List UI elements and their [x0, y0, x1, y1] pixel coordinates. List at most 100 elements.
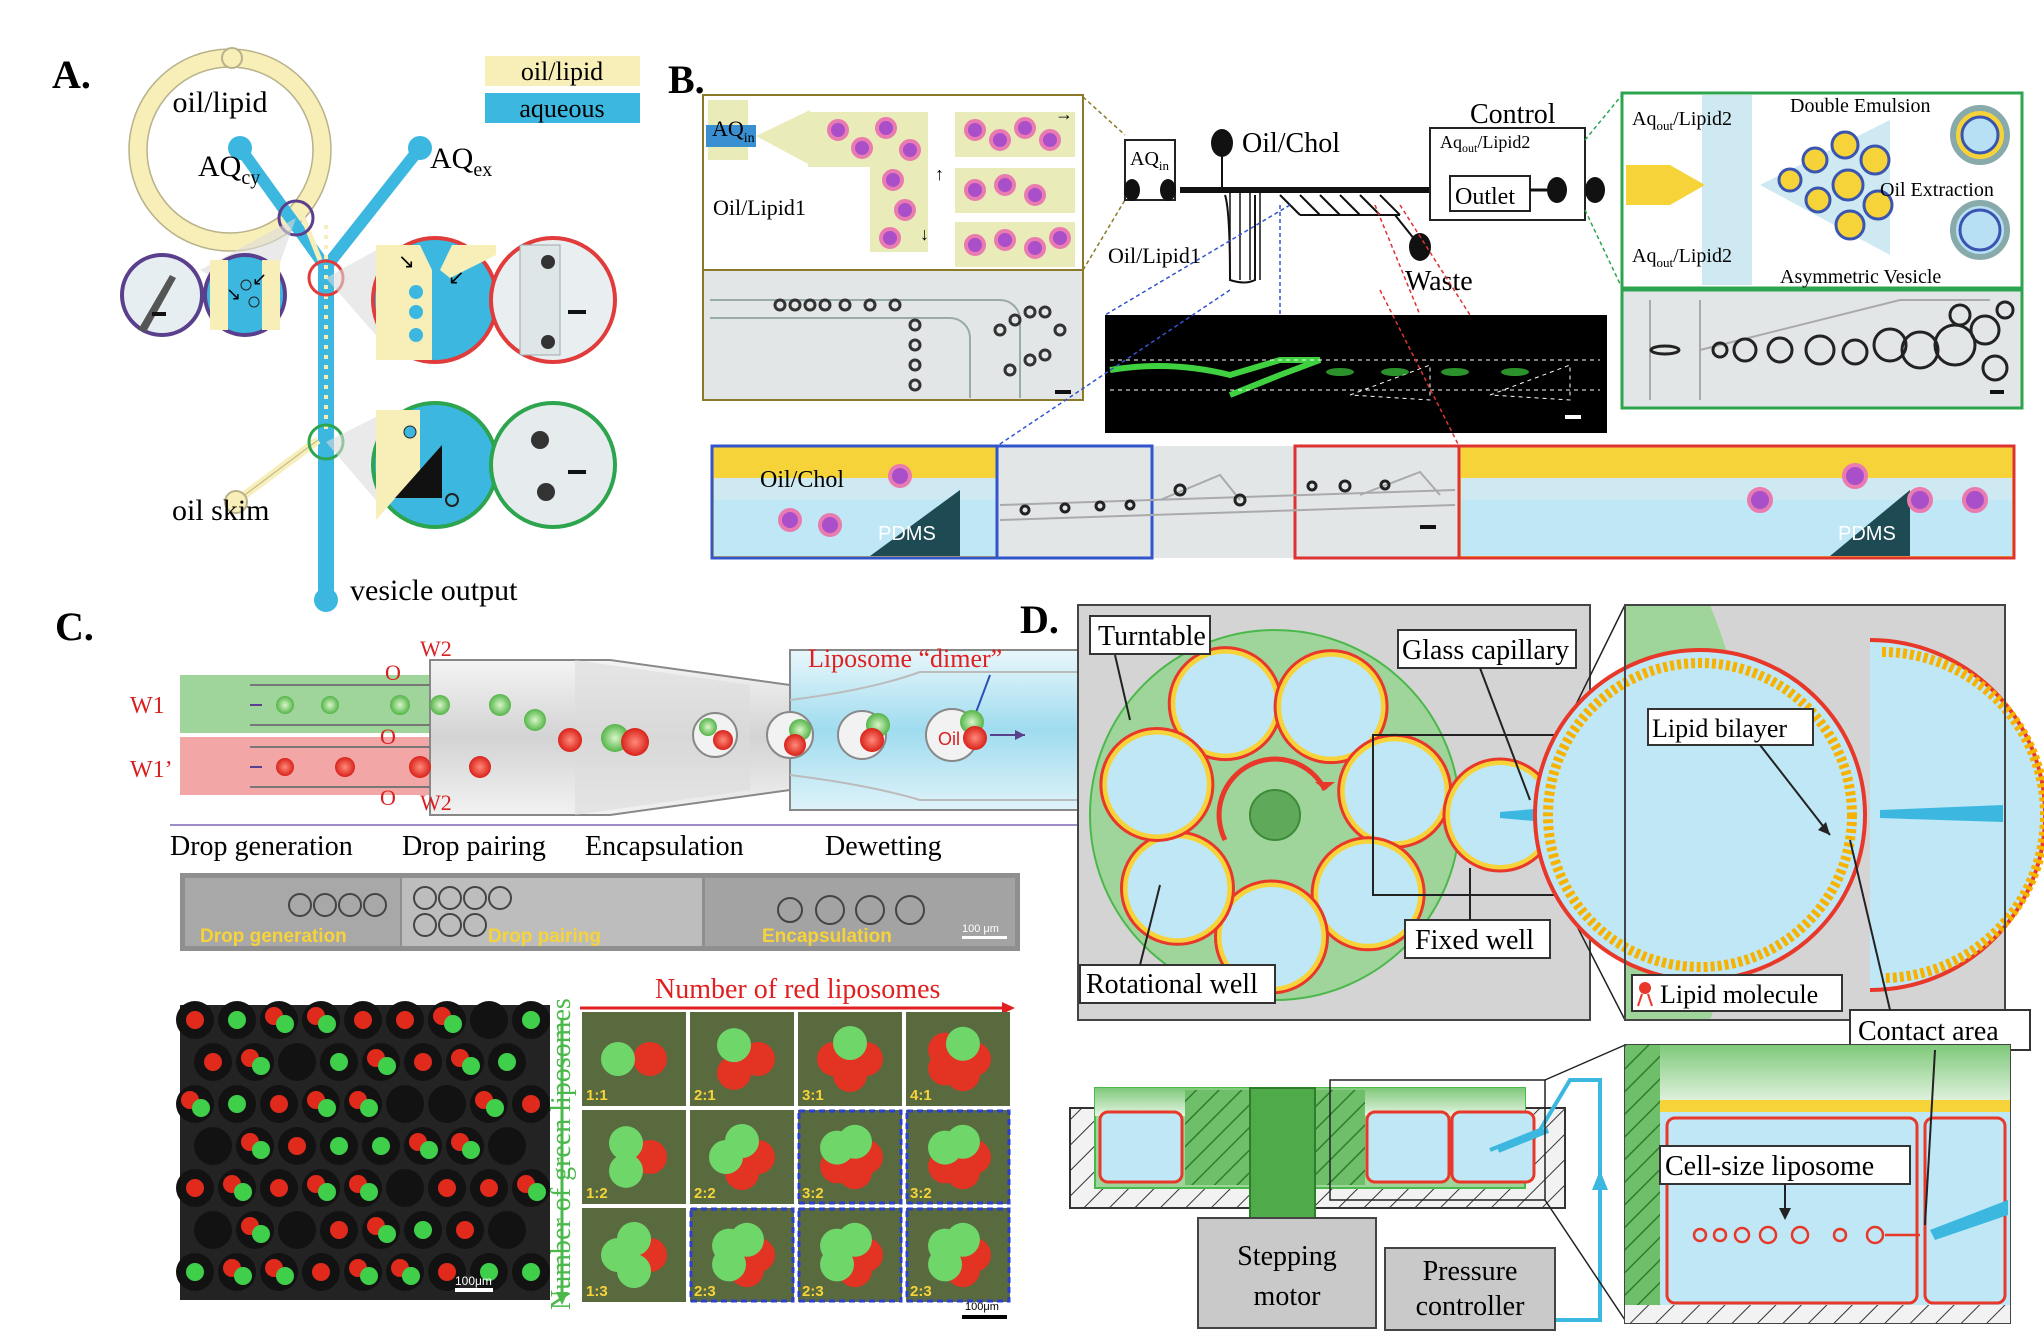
ratio-label: 2:3	[802, 1283, 824, 1300]
aq-ex-channel	[324, 142, 426, 268]
aq-cy-inlet	[228, 136, 252, 160]
c-photo-scale: 100 μm	[962, 923, 999, 935]
b-oil-chol-label: Oil/Chol	[1242, 128, 1340, 159]
d-cell-size-liposomes	[1692, 1225, 1920, 1245]
panel-b: B. AQin Oil/Lipid1 → ↑ ↓	[668, 57, 2024, 560]
c-w1-label: W1	[130, 693, 165, 719]
panel-a-letter: A.	[52, 52, 91, 97]
ratio-label: 2:1	[694, 1087, 716, 1104]
d-rotational-wells	[1099, 646, 1453, 995]
c-w1-prime-label: W1’	[130, 757, 173, 783]
c-w2-bottom: W2	[420, 790, 452, 815]
zoom-green-photo	[489, 401, 617, 529]
c-oil-label: Oil	[938, 729, 960, 749]
d-stepping-motor	[1197, 1217, 1377, 1329]
d-pressure-controller	[1384, 1247, 1556, 1331]
b-bottom-oil-chol: Oil/Chol	[760, 467, 844, 493]
b-chip-aq-in: AQin	[1130, 148, 1170, 173]
svg-text:↘: ↘	[398, 251, 415, 273]
label-oil-skim: oil skim	[172, 494, 270, 527]
panel-d: D. Turntable Glass capillary Rotational …	[1020, 597, 2044, 1331]
d-glass-capillary-label: Glass capillary	[1402, 635, 1569, 666]
zoom-marker-purple	[277, 199, 315, 237]
label-oil-lipid: oil/lipid	[172, 86, 267, 119]
svg-text:→: →	[1055, 104, 1073, 124]
ratio-label: 1:1	[586, 1087, 608, 1104]
legend-oil-swatch	[485, 56, 640, 86]
ratio-label: 3:2	[802, 1185, 824, 1202]
d-rotational-well-label: Rotational well	[1086, 969, 1258, 1000]
b-left-photo-droplets	[773, 298, 1067, 392]
legend-aqueous-label: aqueous	[519, 94, 604, 123]
aq-ex-inlet	[408, 136, 432, 160]
ratio-label: 1:3	[586, 1283, 608, 1300]
d-axis	[1249, 789, 1301, 841]
c-o-top: O	[385, 660, 401, 685]
d-turntable-label: Turntable	[1098, 621, 1206, 652]
d-glass-capillary-zoom	[1880, 805, 2003, 822]
b-double-emulsion-label: Double Emulsion	[1790, 95, 1931, 117]
svg-text:↑: ↑	[935, 164, 944, 184]
c-o-mid: O	[380, 724, 396, 749]
svg-text:↙: ↙	[448, 267, 465, 289]
d-lipid-molecule-label: Lipid molecule	[1660, 980, 1818, 1009]
c-photo-drop-generation: Drop generation	[200, 926, 347, 947]
panel-c-letter: C.	[55, 604, 94, 649]
ratio-label: 2:3	[910, 1283, 932, 1300]
vesicle-output-port	[314, 588, 338, 612]
label-vesicle-output: vesicle output	[350, 574, 518, 607]
b-bottom-photo-droplets	[1019, 479, 1391, 516]
d-pressure-controller-label-1: Pressure	[1423, 1256, 1518, 1287]
d-lipid-bilayer-label: Lipid bilayer	[1652, 714, 1787, 743]
c-ratio-grid: 1:1 2:1 3:1 4:1 1:2 2:2 3:2 3:2 1:3 2:3 2:3 2:3	[582, 1012, 1011, 1303]
c-liposome-dimer-label: Liposome “dimer”	[808, 644, 1002, 673]
b-pdms-left: PDMS	[878, 523, 936, 545]
c-fluorescence-dots	[176, 1001, 550, 1291]
c-o-bottom: O	[380, 785, 396, 810]
panel-d-letter: D.	[1020, 597, 1059, 642]
b-double-emulsions	[1777, 130, 1894, 241]
c-stage-drop-generation: Drop generation	[170, 831, 353, 862]
aq-cy-channel	[234, 142, 328, 268]
d-contact-area-label: Contact area	[1858, 1016, 1999, 1047]
label-aq-ex: AQex	[430, 142, 492, 181]
ratio-label: 3:1	[802, 1087, 824, 1104]
ratio-label: 4:1	[910, 1087, 932, 1104]
b-chip-oil-lipid1: Oil/Lipid1	[1108, 243, 1201, 268]
ratio-label: 2:3	[694, 1283, 716, 1300]
b-control-label: Control	[1470, 99, 1556, 130]
d-stepping-motor-label-1: Stepping	[1237, 1241, 1337, 1272]
legend-oil-label: oil/lipid	[521, 57, 603, 86]
b-pdms-right: PDMS	[1838, 523, 1896, 545]
c-photo-encapsulation: Encapsulation	[762, 926, 892, 947]
c-w2-top: W2	[420, 636, 452, 661]
c-droplets	[276, 694, 987, 778]
panel-a: A. oil/lipid aqueous oil/lipid AQcy AQex…	[52, 47, 640, 612]
b-fluorescence-image	[1105, 315, 1607, 433]
c-stage-drop-pairing: Drop pairing	[402, 831, 546, 862]
b-oil-lipid1-label: Oil/Lipid1	[713, 195, 806, 220]
oil-skim-port	[224, 490, 248, 514]
ratio-label: 3:2	[910, 1185, 932, 1202]
d-cell-size-liposome-label: Cell-size liposome	[1665, 1151, 1874, 1182]
svg-text:↓: ↓	[920, 224, 929, 244]
c-number-red-label: Number of red liposomes	[655, 974, 940, 1005]
d-pressure-controller-label-2: controller	[1416, 1291, 1526, 1322]
label-aq-cy: AQcy	[198, 150, 260, 189]
b-aq-in-label: AQin	[712, 116, 755, 146]
b-oil-extraction-label: Oil Extraction	[1880, 179, 1994, 201]
c-stage-encapsulation: Encapsulation	[585, 831, 744, 862]
b-left-photo	[702, 269, 1084, 401]
ratio-label: 1:2	[586, 1185, 608, 1202]
b-left-vesicles	[827, 117, 1071, 259]
b-right-photo-droplets	[1649, 300, 2015, 382]
b-outlet-label: Outlet	[1455, 184, 1515, 210]
b-right-photo	[1620, 288, 2024, 410]
c-fluor-scale: 100μm	[455, 1274, 492, 1288]
d-fixed-well-label: Fixed well	[1415, 925, 1534, 956]
d-stepping-motor-label-2: motor	[1254, 1281, 1322, 1312]
svg-text:↘: ↘	[226, 284, 241, 304]
ratio-label: 2:2	[694, 1185, 716, 1202]
legend-aqueous-swatch	[485, 93, 640, 123]
